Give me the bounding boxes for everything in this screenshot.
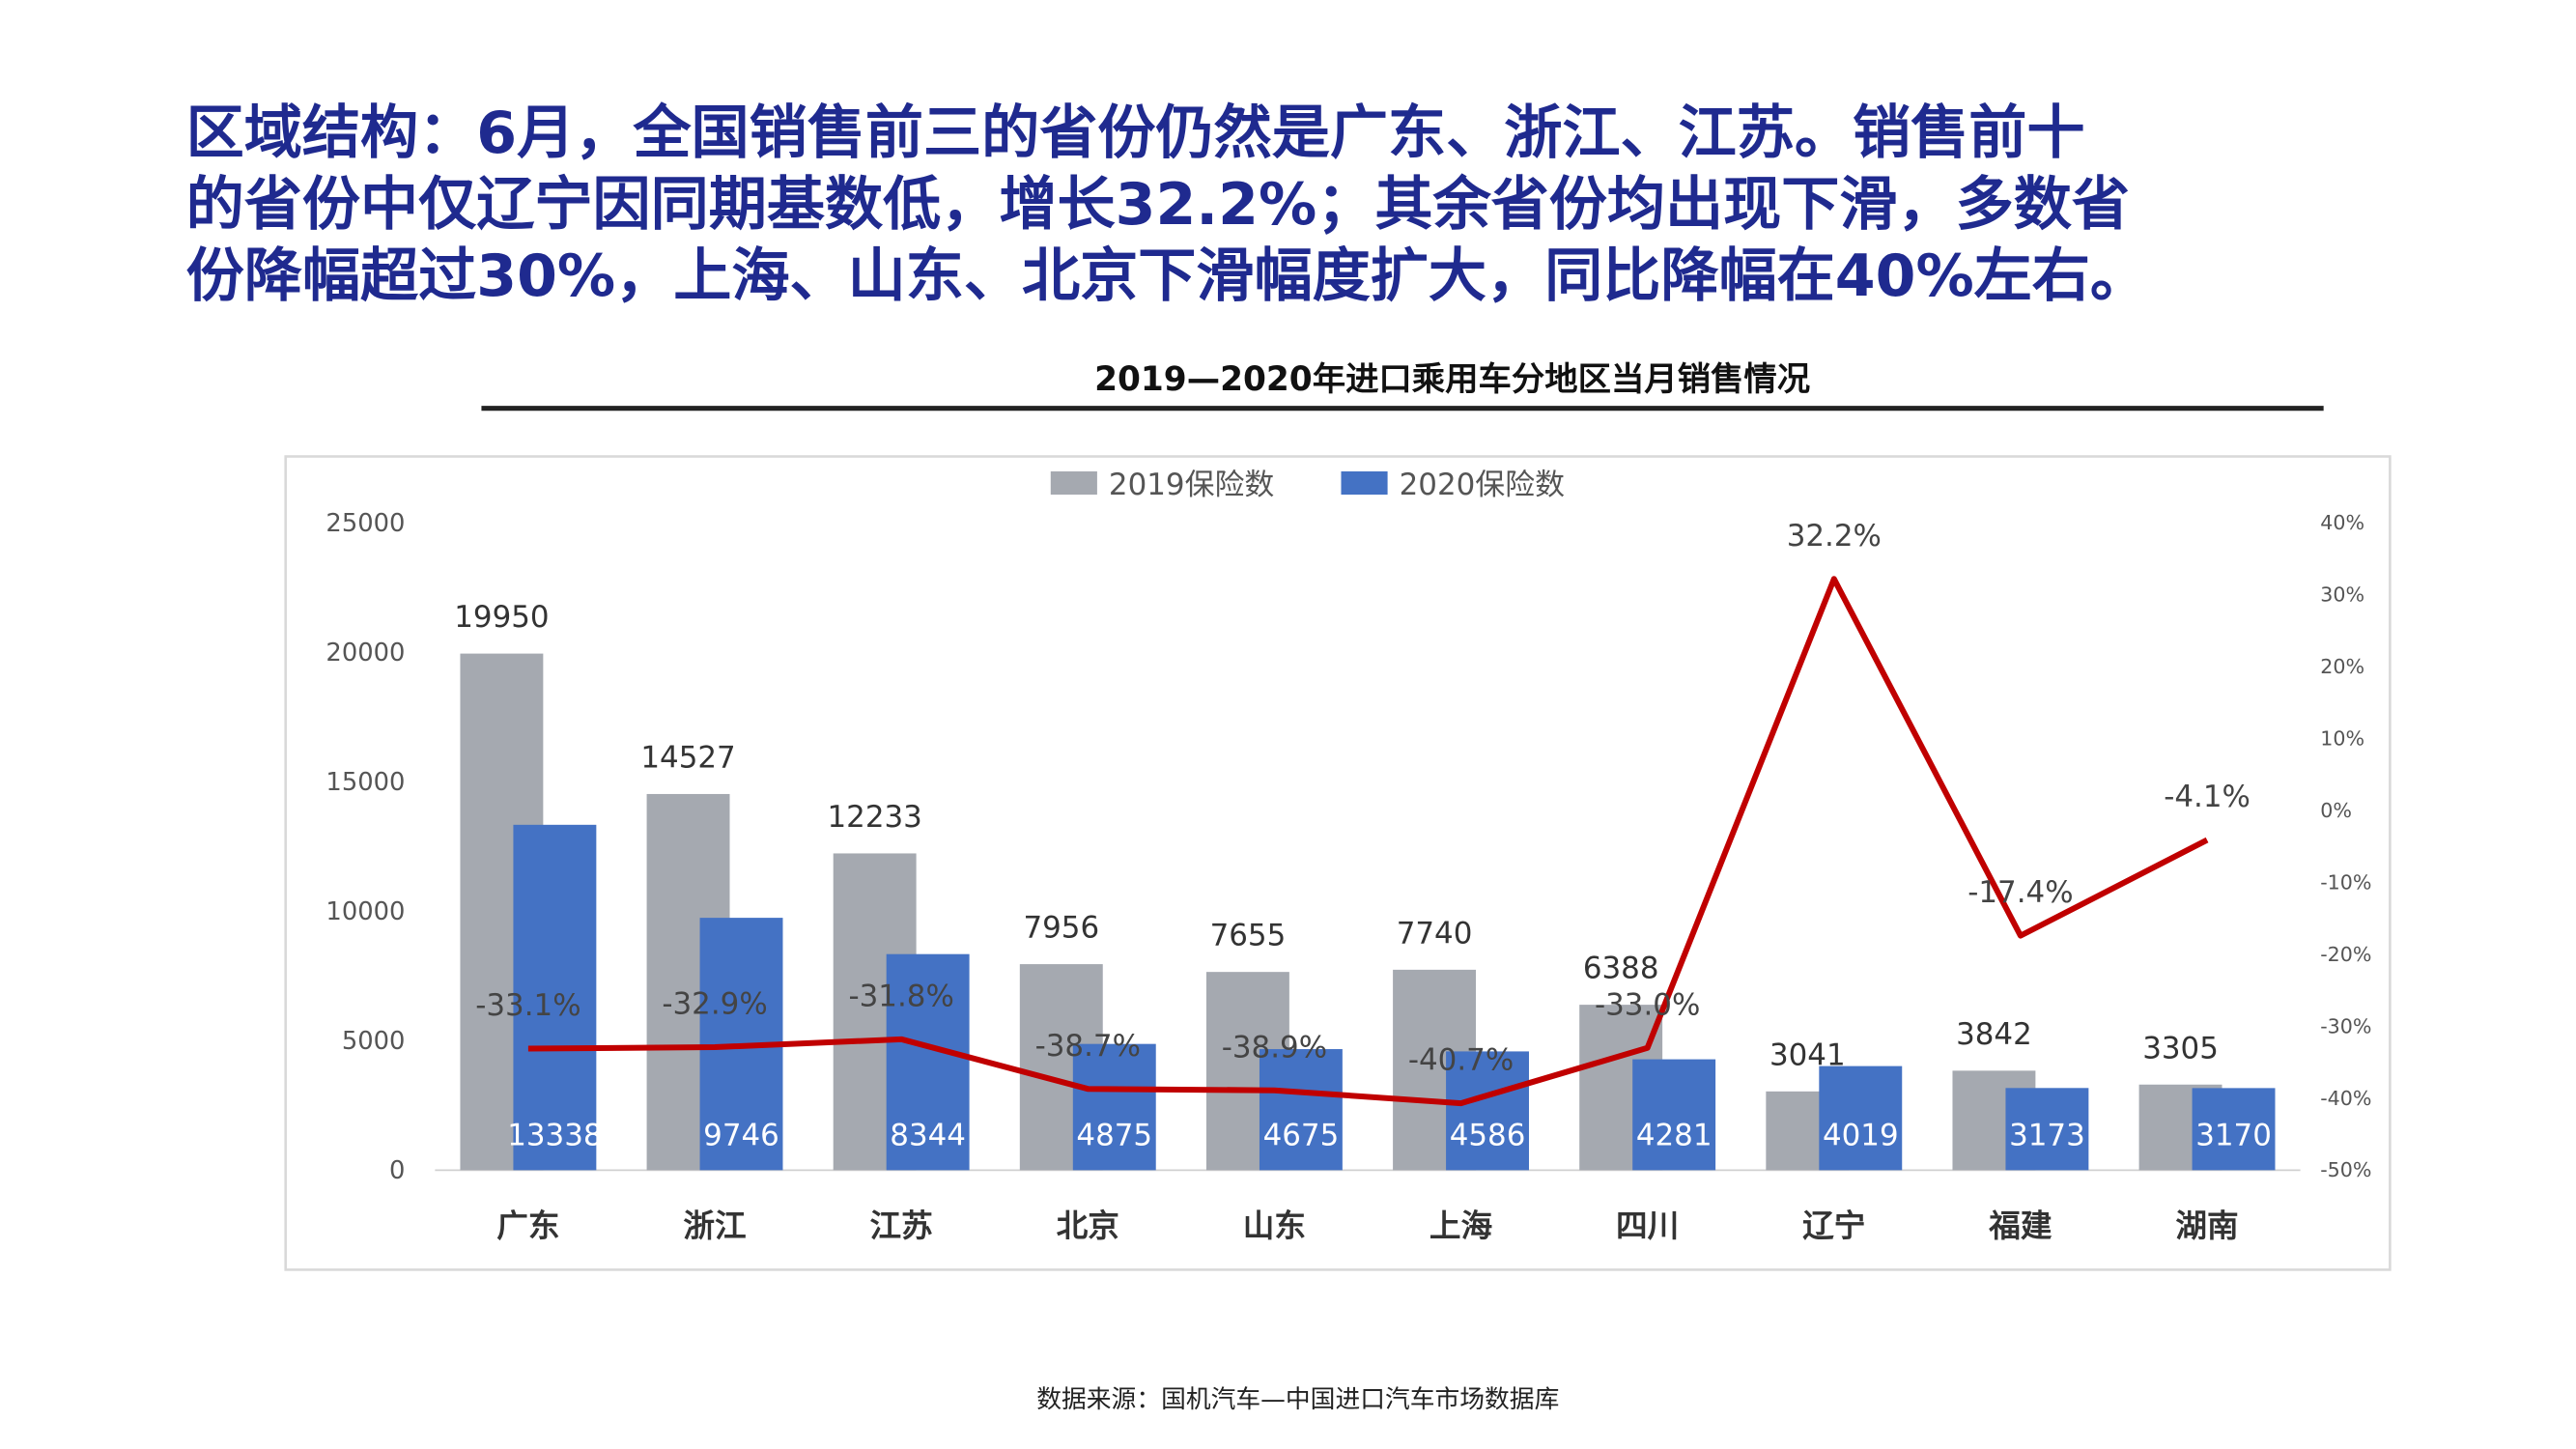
data-label: 7956 (1023, 911, 1099, 946)
y-tick-label: 0 (389, 1156, 405, 1185)
legend-label: 2020保险数 (1400, 468, 1565, 502)
data-label: -17.4% (1967, 875, 2073, 910)
data-label: 6388 (1583, 952, 1659, 986)
y2-tick-label: 30% (2320, 583, 2364, 607)
data-label: -32.9% (662, 987, 767, 1022)
data-label: 4281 (1636, 1119, 1713, 1153)
bar (1819, 1065, 1903, 1171)
y2-tick-label: -20% (2320, 943, 2371, 966)
bar (1259, 1049, 1343, 1171)
y2-tick-label: 10% (2320, 726, 2364, 750)
legend-label: 2019保险数 (1109, 468, 1274, 502)
legend-swatch (1341, 470, 1388, 496)
data-label: 12233 (828, 800, 922, 835)
data-label: 4875 (1076, 1119, 1152, 1153)
data-label: 8344 (890, 1119, 966, 1153)
y2-tick-label: -40% (2320, 1087, 2371, 1110)
y2-tick-label: -50% (2320, 1158, 2371, 1181)
x-tick-label: 山东 (1243, 1208, 1306, 1244)
bar (1446, 1051, 1529, 1171)
bar (513, 824, 597, 1171)
bar (886, 953, 970, 1171)
data-label: -31.8% (848, 979, 953, 1013)
data-label: -40.7% (1408, 1043, 1514, 1078)
data-label: 19950 (454, 600, 549, 635)
y-tick-label: 10000 (326, 897, 405, 926)
data-label: -38.9% (1222, 1030, 1327, 1065)
data-label: 7740 (1397, 916, 1473, 951)
bar (2192, 1088, 2276, 1171)
data-label: 9746 (703, 1119, 779, 1153)
data-label: -33.1% (475, 988, 580, 1023)
y2-tick-label: 20% (2320, 655, 2364, 678)
x-tick-label: 辽宁 (1802, 1208, 1865, 1244)
x-tick-label: 北京 (1057, 1208, 1119, 1244)
y2-tick-label: 0% (2320, 799, 2352, 822)
data-label: 3305 (2142, 1031, 2219, 1065)
y-tick-label: 5000 (342, 1027, 406, 1056)
data-label: 4675 (1263, 1119, 1340, 1153)
bar (2005, 1088, 2089, 1171)
data-label: 4586 (1450, 1119, 1526, 1153)
source: 数据来源：国机汽车—中国进口汽车市场数据库 (1036, 1385, 1559, 1414)
data-label: 3842 (1956, 1017, 2032, 1052)
data-label: 3041 (1769, 1037, 1846, 1072)
data-label: 7655 (1210, 919, 1287, 953)
bar (1072, 1043, 1156, 1171)
data-label: 3173 (2009, 1119, 2085, 1153)
y2-tick-label: -10% (2320, 870, 2371, 894)
data-label: 13338 (507, 1119, 602, 1153)
x-tick-label: 广东 (496, 1208, 559, 1244)
y2-tick-label: -30% (2320, 1014, 2371, 1037)
growth-line (527, 576, 2209, 1107)
headline: 的省份中仅辽宁因同期基数低，增长32.2%；其余省份均出现下滑，多数省 (186, 171, 2130, 239)
data-label: 32.2% (1787, 519, 1882, 554)
x-tick-label: 湖南 (2175, 1208, 2238, 1244)
headline: 份降幅超过30%，上海、山东、北京下滑幅度扩大，同比降幅在40%左右。 (186, 242, 2148, 310)
data-label: 4019 (1823, 1119, 1899, 1153)
headline: 区域结构：6月，全国销售前三的省份仍然是广东、浙江、江苏。销售前十 (186, 99, 2085, 167)
x-tick-label: 上海 (1430, 1208, 1492, 1244)
bar (1632, 1059, 1716, 1171)
data-label: 14527 (640, 740, 735, 775)
x-tick-label: 浙江 (683, 1208, 746, 1244)
x-tick-label: 福建 (1988, 1208, 2052, 1244)
y-tick-label: 15000 (326, 768, 405, 797)
legend-swatch (1050, 470, 1097, 496)
data-label: -38.7% (1035, 1029, 1141, 1064)
x-tick-label: 江苏 (870, 1208, 933, 1244)
chart-frame (284, 455, 2392, 1271)
y2-tick-label: 40% (2320, 511, 2364, 534)
chart-title: 2019—2020年进口乘用车分地区当月销售情况 (1094, 360, 1810, 399)
y-tick-label: 20000 (326, 639, 405, 668)
data-label: -4.1% (2164, 780, 2250, 814)
y-tick-label: 25000 (326, 509, 405, 538)
x-tick-label: 四川 (1616, 1208, 1679, 1244)
data-label: 3170 (2195, 1119, 2272, 1153)
data-label: -33.0% (1595, 987, 1700, 1022)
